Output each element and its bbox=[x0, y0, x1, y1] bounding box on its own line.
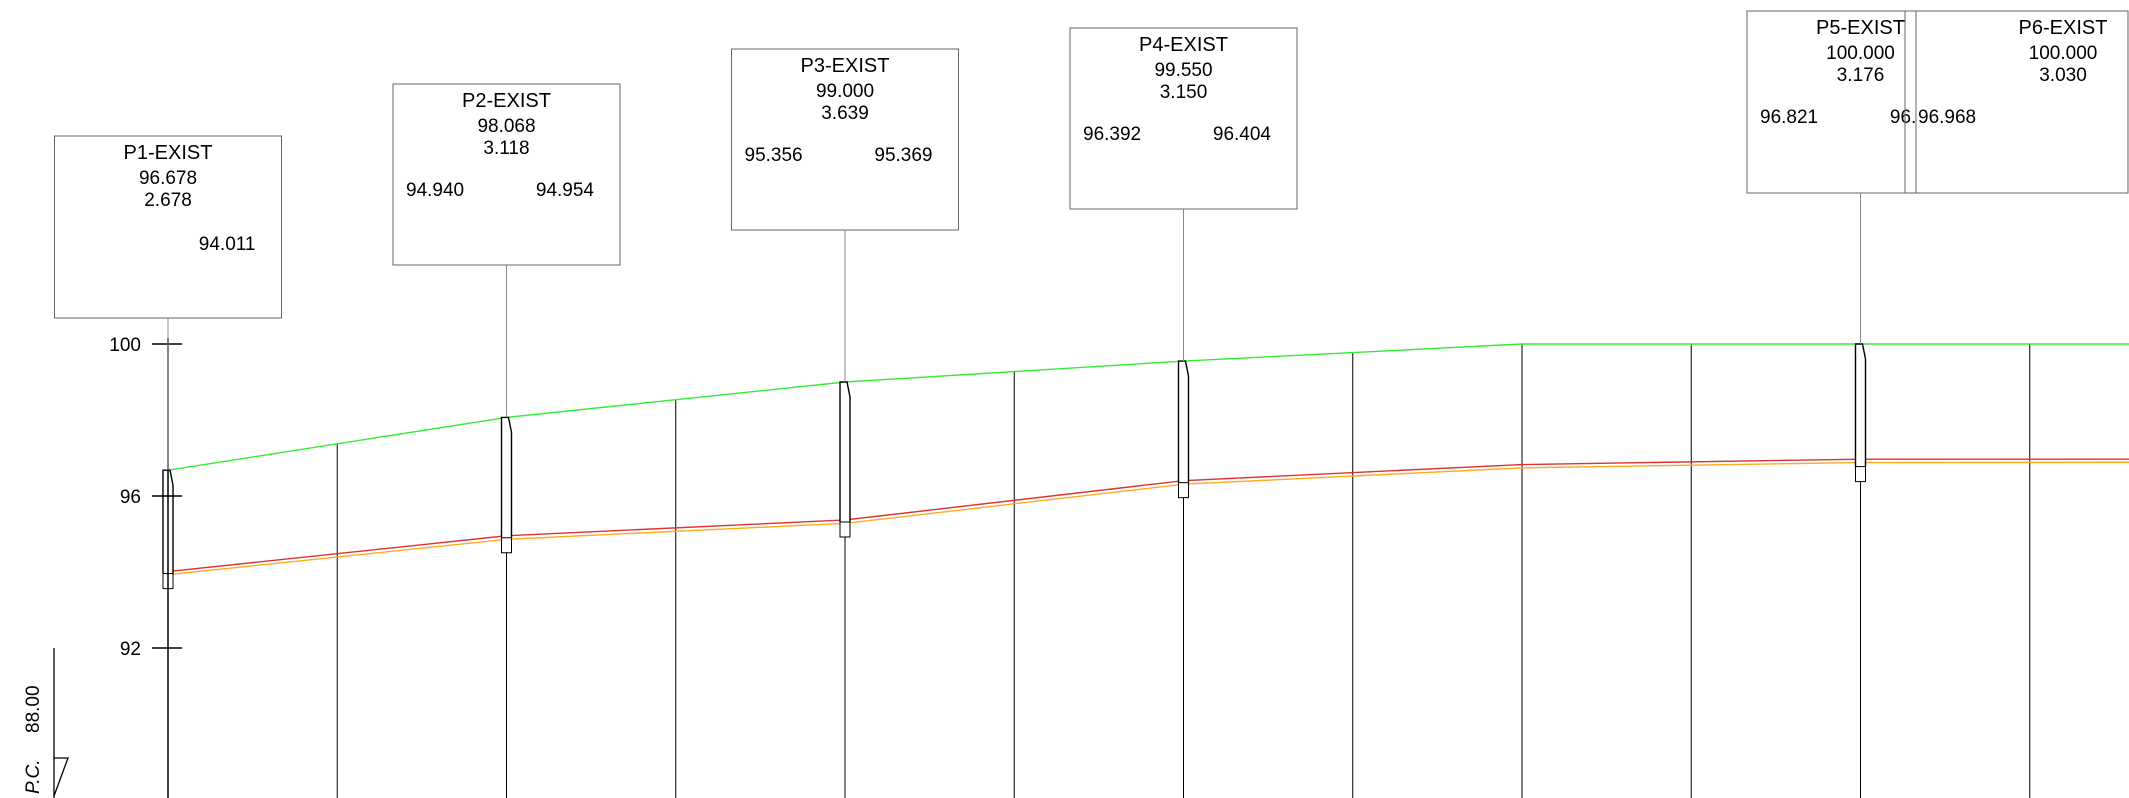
manhole-sump bbox=[501, 537, 512, 554]
manhole-symbol bbox=[500, 416, 513, 554]
datum-marker: P.C. 88.00 bbox=[23, 648, 69, 798]
label-box bbox=[1915, 10, 2129, 194]
label-box bbox=[392, 83, 621, 266]
axis-ticks: 100 96 92 bbox=[109, 335, 182, 660]
manhole-shaft bbox=[839, 381, 851, 522]
manhole-invert-in: 96.968 bbox=[1918, 107, 1976, 128]
manhole-invert-out: 96.404 bbox=[1213, 124, 1272, 145]
manhole-symbol bbox=[1177, 360, 1190, 499]
manhole-rim: 99.000 bbox=[816, 81, 874, 102]
manhole-depth: 3.176 bbox=[1837, 65, 1885, 86]
manhole-invert-out: 94.954 bbox=[536, 180, 595, 201]
manhole-name: P6-EXIST bbox=[2019, 17, 2108, 39]
datum-triangle-icon bbox=[53, 757, 69, 797]
manhole-rim: 96.678 bbox=[139, 168, 197, 189]
invert-line bbox=[167, 458, 2129, 573]
manhole-sump bbox=[1855, 466, 1866, 483]
manhole-symbol bbox=[1854, 343, 1867, 483]
datum-label: P.C. bbox=[23, 759, 44, 794]
manhole-labels: P1-EXIST96.6782.67894.011P2-EXIST98.0683… bbox=[54, 10, 2129, 471]
label-box bbox=[1069, 27, 1298, 210]
manhole-name: P2-EXIST bbox=[462, 90, 551, 112]
manhole-name: P3-EXIST bbox=[801, 55, 890, 77]
axis-tick-label: 100 bbox=[109, 335, 141, 356]
manhole-shaft bbox=[1854, 343, 1867, 467]
manhole-depth: 2.678 bbox=[144, 190, 192, 211]
manhole-invert-in: 95.356 bbox=[745, 145, 803, 166]
manhole-invert-in: 94.940 bbox=[406, 180, 464, 201]
manhole-shaft bbox=[1177, 360, 1190, 483]
manhole-rim: 100.000 bbox=[2029, 43, 2098, 64]
manhole-depth: 3.030 bbox=[2039, 65, 2087, 86]
manhole-invert-out: 94.011 bbox=[199, 234, 256, 255]
manhole-name: P5-EXIST bbox=[1816, 17, 1905, 39]
ground-line bbox=[167, 343, 2129, 471]
manhole-shaft bbox=[500, 416, 513, 538]
manhole-depth: 3.639 bbox=[821, 103, 869, 124]
station-grid bbox=[167, 344, 2031, 798]
manhole-depth: 3.118 bbox=[483, 138, 529, 159]
manhole-invert-in: 96.392 bbox=[1083, 124, 1141, 145]
manhole-rim: 99.550 bbox=[1154, 60, 1212, 81]
elevation-axis: 100 96 92 P.C. 88.00 bbox=[23, 335, 182, 798]
manhole-rim: 98.068 bbox=[477, 116, 535, 137]
label-box bbox=[731, 48, 959, 231]
manhole-sump bbox=[839, 521, 851, 538]
axis-tick-label: 96 bbox=[120, 487, 141, 508]
axis-tick-label: 92 bbox=[120, 639, 141, 660]
manhole-sump bbox=[1178, 482, 1189, 499]
profile-lines bbox=[167, 343, 2129, 576]
datum-value: 88.00 bbox=[23, 685, 44, 733]
manhole-name: P4-EXIST bbox=[1139, 34, 1228, 56]
manhole-symbols bbox=[162, 343, 1867, 590]
manhole-rim: 100.000 bbox=[1826, 43, 1895, 64]
manhole-depth: 3.150 bbox=[1160, 82, 1208, 103]
manhole-invert-in: 96.821 bbox=[1760, 107, 1818, 128]
manhole-name: P1-EXIST bbox=[124, 142, 213, 164]
manhole-symbol bbox=[839, 381, 851, 538]
invert-inner-line bbox=[167, 461, 2129, 576]
manhole-invert-out: 95.369 bbox=[874, 145, 932, 166]
